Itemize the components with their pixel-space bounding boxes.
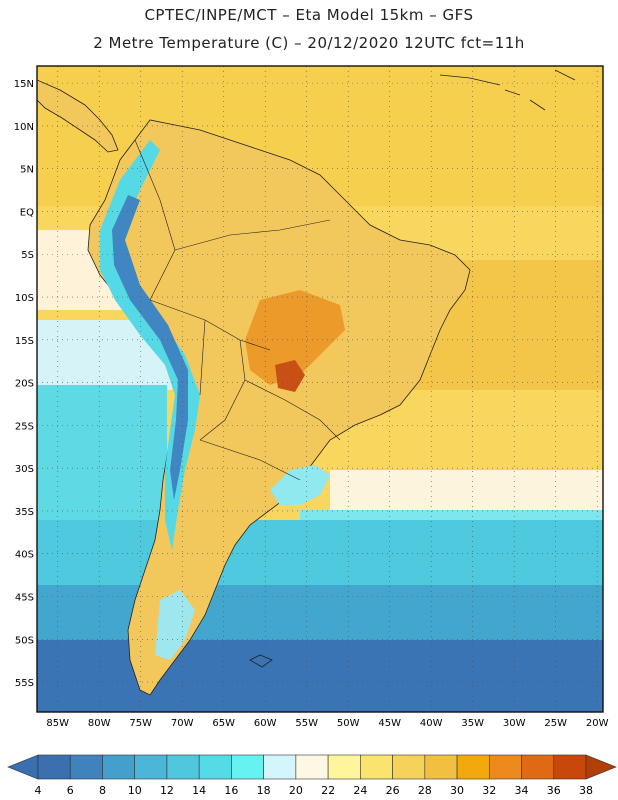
patagonia-cool: [155, 590, 195, 660]
colorbar-segment: [456, 754, 490, 780]
ocean-south-cyan: [37, 520, 603, 590]
colorbar-label: 24: [353, 784, 367, 797]
colorbar-label: 28: [418, 784, 432, 797]
lon-label: 20W: [586, 718, 609, 729]
colorbar-label: 16: [224, 784, 238, 797]
colorbar-segment: [521, 754, 555, 780]
lon-label: 85W: [46, 718, 69, 729]
latitude-axis: 15N 10N 5N EQ 5S 10S 15S 20S 25S 30S 35S 40S 45S 50S 5…: [14, 79, 34, 689]
colorbar-label: 14: [192, 784, 206, 797]
colorbar-segment: [360, 754, 393, 780]
colorbar-label: 20: [289, 784, 303, 797]
colorbar-segment: [392, 754, 426, 780]
colorbar-segment: [102, 754, 136, 780]
lat-label: EQ: [20, 207, 34, 218]
south-brazil-cool: [270, 465, 330, 505]
lat-label: 45S: [15, 592, 34, 603]
lon-label: 80W: [88, 718, 111, 729]
lon-label: 50W: [337, 718, 360, 729]
country-borders: [134, 139, 341, 481]
lat-label: 5S: [21, 250, 34, 261]
colorbar-label: 10: [128, 784, 142, 797]
ocean-pacific-cyan: [37, 385, 167, 525]
colorbar-label: 4: [35, 784, 42, 797]
colorbar-left-arrow: [7, 754, 39, 780]
lat-label: 30S: [15, 464, 34, 475]
colorbar-label: 32: [482, 784, 496, 797]
colorbar-right-arrow: [585, 754, 617, 780]
lat-label: 15N: [14, 79, 34, 90]
ocean-deep-south: [37, 640, 603, 712]
lat-label: 10S: [15, 293, 34, 304]
colorbar-label: 22: [321, 784, 335, 797]
title-line-2: 2 Metre Temperature (C) – 20/12/2020 12U…: [93, 34, 525, 52]
lat-label: 10N: [14, 122, 34, 133]
central-america-land: [37, 79, 119, 153]
lat-label: 50S: [15, 635, 34, 646]
colorbar-label: 36: [547, 784, 561, 797]
colorbar-segment: [198, 754, 232, 780]
colorbar-label: 8: [99, 784, 106, 797]
colorbar-segment: [295, 754, 329, 780]
lat-label: 25S: [15, 421, 34, 432]
lon-label: 70W: [171, 718, 194, 729]
title-line-1: CPTEC/INPE/MCT – Eta Model 15km – GFS: [144, 6, 474, 24]
map-frame: [36, 65, 604, 713]
lat-label: 15S: [15, 336, 34, 347]
colorbar-label: 18: [257, 784, 271, 797]
colorbar-label: 26: [386, 784, 400, 797]
lon-label: 75W: [129, 718, 152, 729]
lon-label: 55W: [295, 718, 318, 729]
lat-label: 55S: [15, 678, 34, 689]
andes-blue-core: [112, 195, 188, 500]
colorbar: 4 6 8 10 12 14 16 18 20 22 24 26 28 30 32 34 36 38: [7, 754, 617, 797]
falkland-islands: [249, 654, 273, 668]
hottest-core: [275, 360, 305, 392]
lon-label: 30W: [503, 718, 526, 729]
lat-label: 40S: [15, 550, 34, 561]
colorbar-label: 34: [515, 784, 529, 797]
colorbar-label: 38: [579, 784, 593, 797]
colorbar-segment: [69, 754, 103, 780]
lat-label: 5N: [20, 165, 34, 176]
lon-label: 65W: [212, 718, 235, 729]
lon-label: 35W: [461, 718, 484, 729]
colorbar-segment: [488, 754, 522, 780]
colorbar-segment: [37, 754, 71, 780]
colorbar-segment: [263, 754, 297, 780]
colorbar-label: 30: [450, 784, 464, 797]
lon-label: 40W: [420, 718, 443, 729]
colorbar-segment: [231, 754, 264, 780]
colorbar-segment: [134, 754, 168, 780]
hot-interior: [245, 290, 345, 385]
colorbar-segment: [553, 754, 587, 780]
lat-label: 20S: [15, 379, 34, 390]
caribbean-islands: [439, 69, 576, 111]
colorbar-label: 12: [160, 784, 174, 797]
colorbar-segment: [424, 754, 458, 780]
lon-label: 60W: [254, 718, 277, 729]
colorbar-segment: [166, 754, 200, 780]
lon-label: 45W: [378, 718, 401, 729]
lat-label: 35S: [15, 507, 34, 518]
longitude-axis: 85W 80W 75W 70W 65W 60W 55W 50W 45W 40W 35W 30W 25W 2…: [46, 718, 608, 729]
ocean-south-blue: [37, 585, 603, 645]
colorbar-label: 6: [67, 784, 74, 797]
lon-label: 25W: [544, 718, 567, 729]
colorbar-segment: [327, 754, 361, 780]
